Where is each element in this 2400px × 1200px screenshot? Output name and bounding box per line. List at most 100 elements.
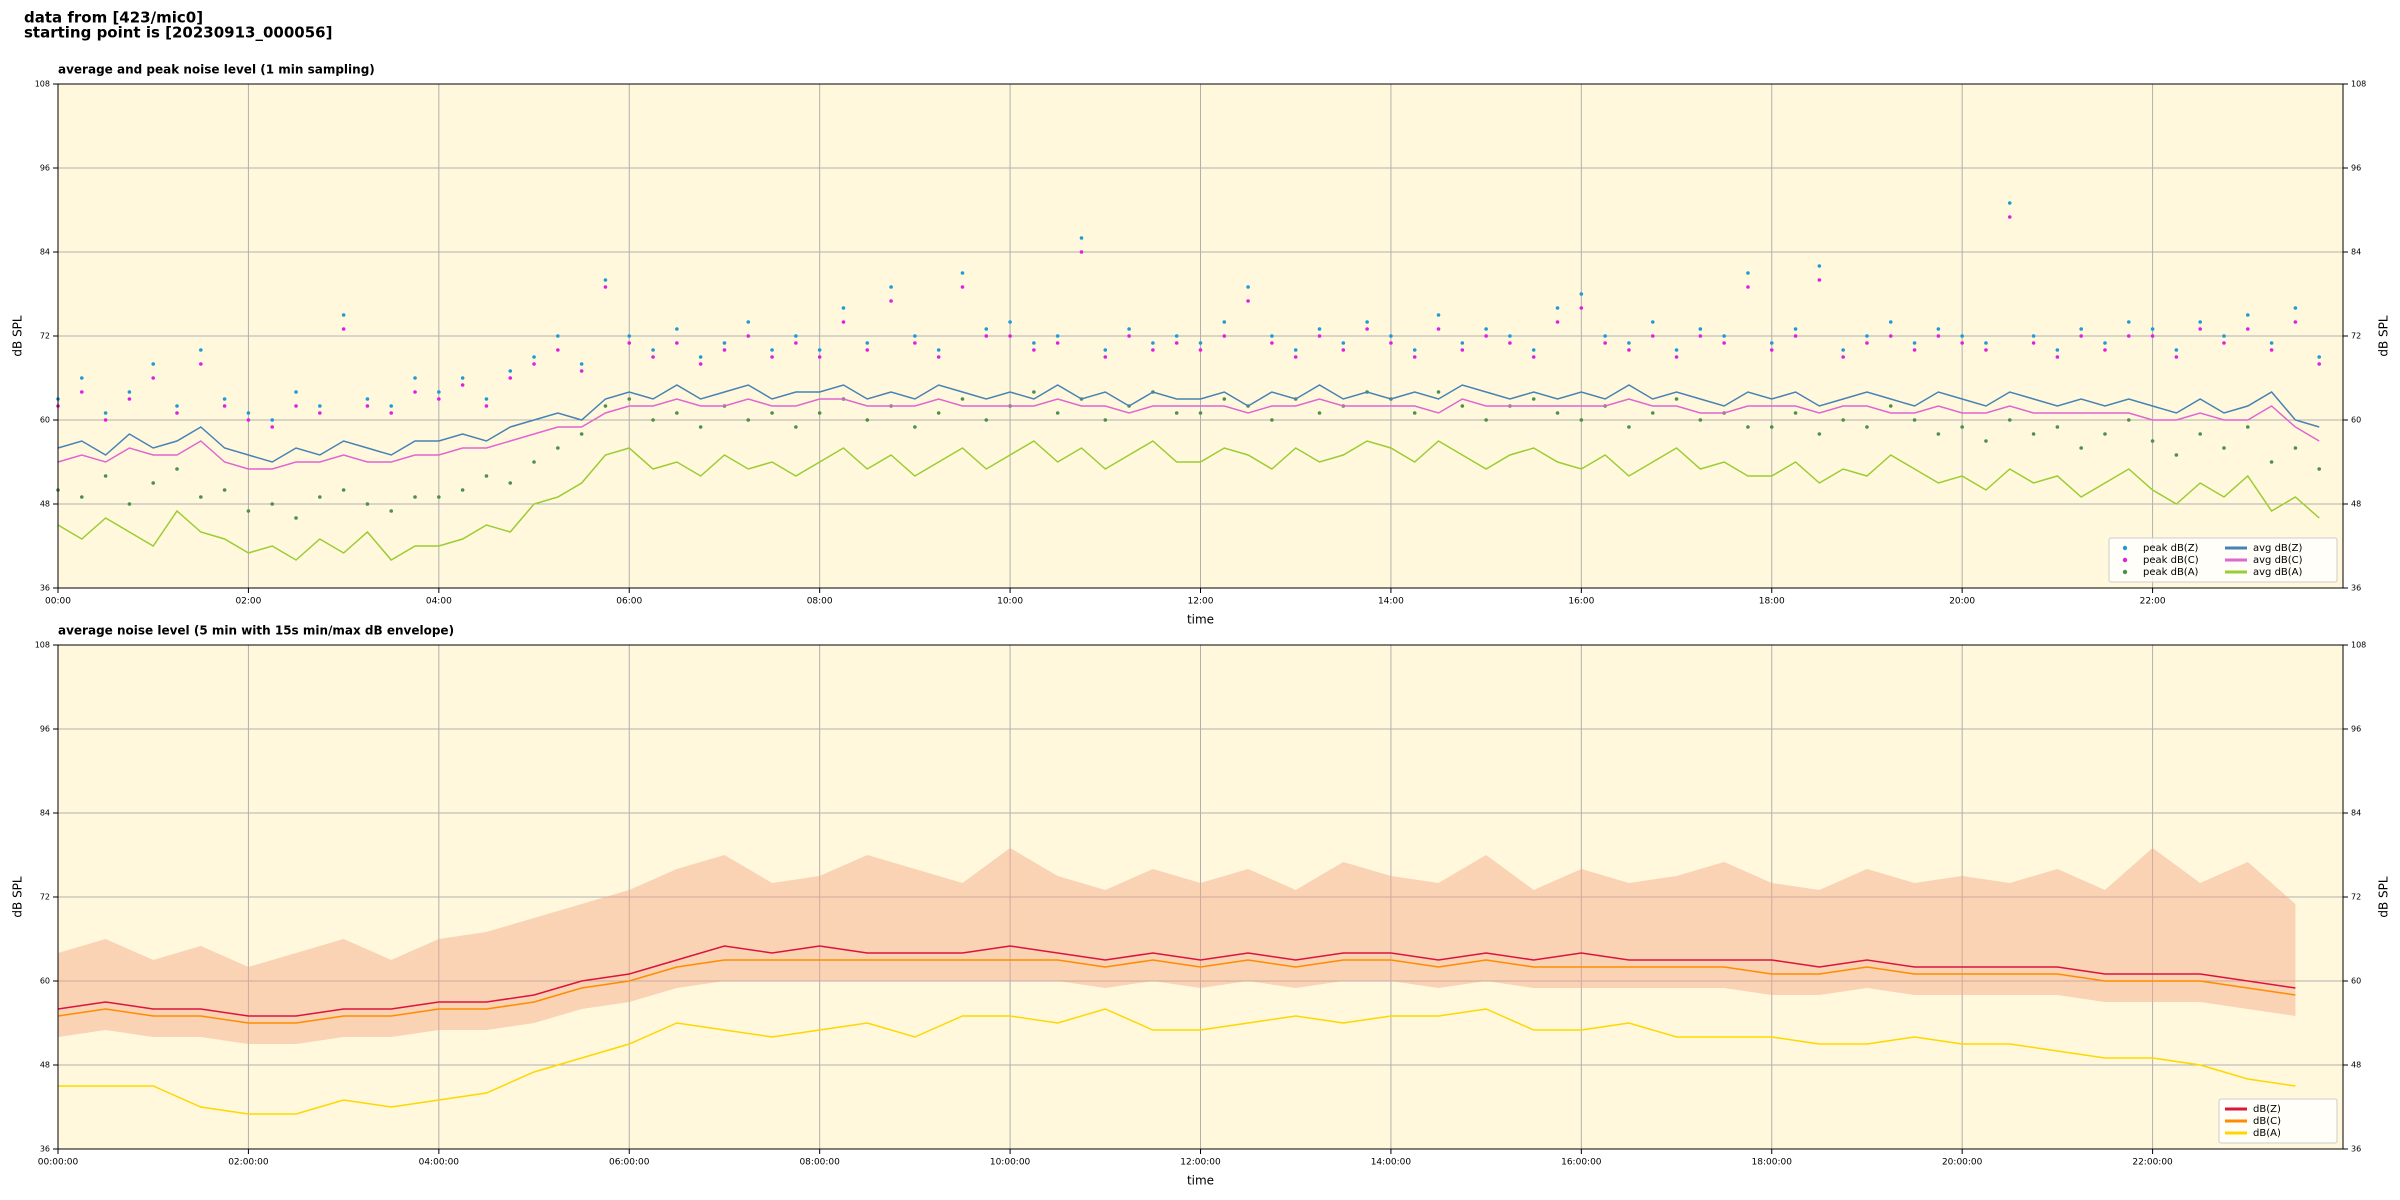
peak-point: [722, 341, 727, 345]
peak-point: [1103, 418, 1108, 422]
y-tick-label: 96: [40, 164, 50, 173]
legend-marker: [2122, 569, 2128, 575]
x-tick-label: 14:00:00: [1371, 1158, 1412, 1168]
peak-point: [508, 481, 513, 485]
peak-point: [222, 404, 227, 408]
peak-point: [437, 390, 441, 394]
x-tick-label: 04:00:00: [419, 1158, 460, 1168]
legend-label: peak dB(C): [2143, 555, 2199, 566]
peak-point: [2174, 453, 2179, 457]
legend-marker: [2122, 545, 2128, 551]
peak-point: [1008, 334, 1012, 338]
peak-point: [1912, 418, 1917, 422]
x-axis-label: time: [1187, 1174, 1214, 1188]
peak-point: [1769, 425, 1774, 429]
peak-point: [960, 285, 965, 289]
peak-point: [698, 425, 703, 429]
peak-point: [1936, 432, 1941, 436]
peak-point: [103, 411, 108, 415]
peak-point: [1412, 411, 1417, 415]
peak-point: [532, 355, 536, 359]
y-tick-label: 96: [40, 725, 50, 734]
peak-point: [651, 348, 655, 352]
peak-point: [2103, 348, 2107, 352]
peak-point: [1079, 250, 1084, 254]
peak-point: [1888, 404, 1893, 408]
peak-point: [1888, 320, 1893, 324]
peak-point: [1746, 425, 1750, 429]
peak-point: [175, 404, 179, 408]
y2-tick-label: 108: [2351, 641, 2366, 650]
peak-point: [1650, 334, 1655, 338]
y2-tick-label: 72: [2351, 332, 2361, 341]
peak-point: [318, 404, 322, 408]
peak-point: [1174, 411, 1179, 415]
y2-axis-label: dB SPL: [2377, 315, 2391, 357]
peak-point: [413, 390, 417, 394]
peak-point: [1650, 320, 1655, 324]
peak-point: [151, 481, 156, 485]
series-line: [57, 398, 2320, 470]
peak-point: [508, 376, 513, 380]
peak-point: [865, 418, 870, 422]
peak-point: [746, 418, 751, 422]
peak-point: [1793, 411, 1798, 415]
peak-point: [1817, 278, 1822, 282]
peak-point: [2079, 327, 2083, 331]
peak-point: [1293, 355, 1298, 359]
y-tick-label: 60: [40, 977, 50, 986]
x-tick-label: 22:00:00: [2132, 1158, 2173, 1168]
peak-point: [80, 390, 84, 394]
peak-point: [1698, 327, 1703, 331]
peak-point: [889, 299, 893, 303]
peak-point: [1412, 355, 1417, 359]
peak-point: [841, 320, 846, 324]
series-line: [57, 384, 2320, 463]
peak-point: [865, 341, 870, 345]
peak-point: [1698, 334, 1703, 338]
peak-point: [1555, 411, 1560, 415]
peak-point: [199, 348, 203, 352]
peak-point: [2174, 355, 2179, 359]
x-tick-label: 16:00:00: [1561, 1158, 1602, 1168]
peak-point: [127, 397, 132, 401]
peak-point: [2222, 334, 2226, 338]
peak-point: [627, 397, 632, 401]
peak-point: [246, 418, 251, 422]
peak-point: [270, 418, 275, 422]
peak-point: [532, 460, 536, 464]
peak-point: [746, 320, 751, 324]
legend-label: dB(A): [2253, 1128, 2281, 1139]
peak-point: [1627, 341, 1631, 345]
peak-point: [1936, 327, 1941, 331]
peak-point: [2007, 215, 2012, 219]
peak-point: [1270, 341, 1274, 345]
peak-point: [1436, 390, 1441, 394]
y2-tick-label: 60: [2351, 416, 2361, 425]
peak-point: [1650, 411, 1655, 415]
peak-point: [2126, 418, 2131, 422]
legend-label: dB(Z): [2253, 1104, 2281, 1115]
peak-point: [1198, 341, 1203, 345]
peak-point: [2293, 446, 2298, 450]
peak-point: [960, 397, 965, 401]
peak-point: [1627, 425, 1631, 429]
peak-point: [1127, 334, 1131, 338]
x-tick-label: 02:00:00: [228, 1158, 269, 1168]
peak-point: [579, 369, 584, 373]
peak-point: [103, 474, 108, 478]
peak-point: [817, 411, 822, 415]
peak-point: [294, 404, 298, 408]
peak-point: [1484, 418, 1488, 422]
peak-point: [1032, 341, 1036, 345]
peak-point: [1555, 306, 1560, 310]
peak-point: [2222, 341, 2226, 345]
peak-point: [1222, 320, 1227, 324]
peak-point: [770, 355, 774, 359]
peak-point: [1103, 348, 1108, 352]
peak-point: [1746, 271, 1750, 275]
y-tick-label: 72: [40, 893, 50, 902]
peak-point: [460, 376, 465, 380]
peak-point: [817, 348, 822, 352]
peak-point: [318, 411, 322, 415]
